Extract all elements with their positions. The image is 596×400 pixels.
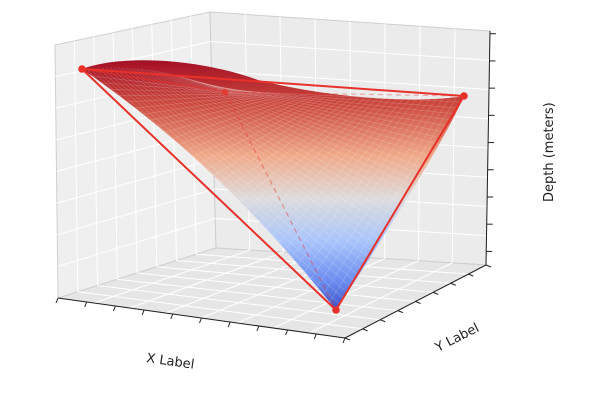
y-tick [450, 282, 456, 286]
corner-point-bottom [332, 306, 340, 314]
outline-edge [224, 91, 465, 97]
z-axis-label: Depth (meters) [542, 102, 557, 202]
x-tick [112, 305, 116, 312]
surface [82, 60, 464, 311]
y-tick [432, 291, 439, 295]
gridline [451, 28, 456, 263]
surface-plot [82, 60, 464, 311]
gridline [56, 159, 214, 204]
x-axis [55, 297, 346, 344]
y-tick [485, 264, 492, 268]
x-axis-label: X Label [145, 351, 195, 373]
x-tick [84, 301, 88, 308]
corner-point-right [460, 92, 468, 100]
y-tick [415, 301, 421, 304]
corner-point-back [221, 88, 229, 96]
x-tick [313, 333, 317, 340]
gridline [57, 188, 215, 236]
gridline [308, 262, 453, 334]
x-tick [227, 321, 231, 328]
x-tick [55, 297, 59, 304]
y-tick [468, 273, 474, 277]
y-tick [380, 319, 386, 323]
y-axis [344, 264, 492, 341]
gridline [170, 20, 177, 261]
outline-edge [81, 68, 337, 311]
x-tick [285, 329, 289, 336]
outline-edge [81, 68, 465, 97]
z-axis [485, 30, 496, 266]
y-tick [397, 310, 404, 314]
y-tick [344, 337, 351, 341]
y-axis-label: Y Label [432, 321, 482, 356]
gridline [57, 218, 216, 267]
surface-mesh [85, 67, 461, 305]
gridline [156, 266, 434, 293]
x-tick [170, 313, 174, 320]
outline-edge [81, 68, 226, 93]
x-tick [342, 337, 346, 344]
x-tick [199, 317, 202, 324]
y-tick [362, 328, 368, 332]
x-tick [141, 309, 145, 316]
outline-edge [224, 91, 337, 311]
corner-outline [78, 65, 468, 314]
corner-point-left [78, 65, 86, 73]
outline-edge [335, 95, 465, 311]
x-tick [256, 325, 260, 332]
